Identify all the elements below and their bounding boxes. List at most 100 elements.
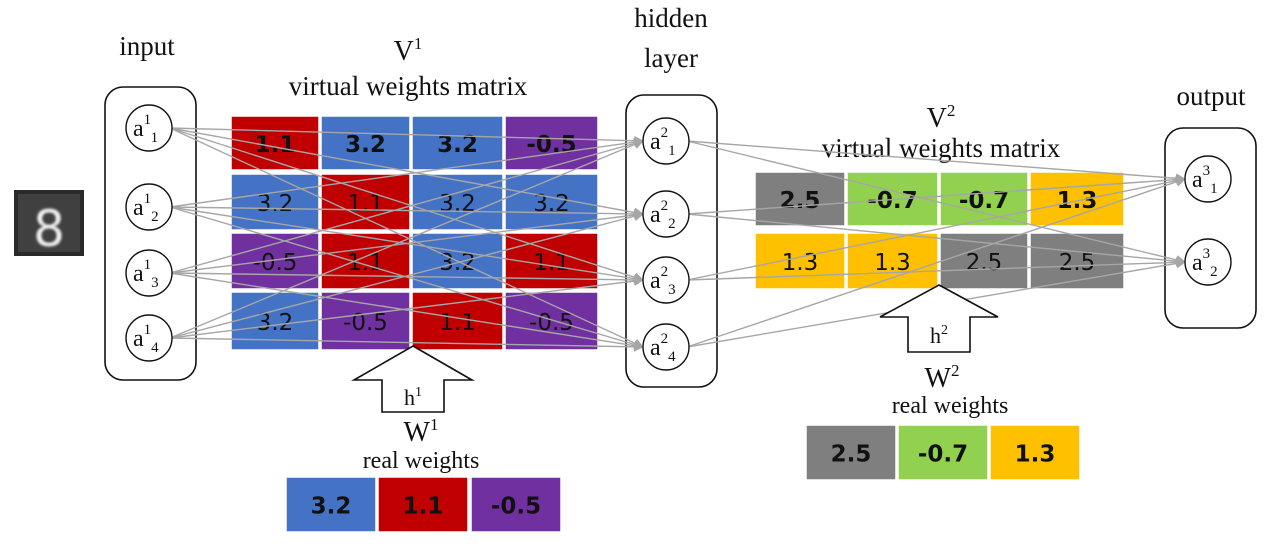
v1-cell-value: 1.1 <box>533 250 570 276</box>
w1-title: W1 <box>404 415 439 448</box>
hidden-layer-box <box>625 94 718 388</box>
w2-cell-3 <box>989 424 1081 481</box>
connection-l1-1-1 <box>169 127 644 146</box>
v2-cell-value: 2.5 <box>1059 250 1096 276</box>
w2-cell-value: -0.7 <box>918 442 968 468</box>
svg-text:a24: a24 <box>650 331 676 365</box>
v1-cell-value: 1.1 <box>439 310 476 336</box>
w2-cell-value: 1.3 <box>1015 442 1056 468</box>
v1-cell-value: 3.2 <box>345 132 386 158</box>
connection-l1-3-4 <box>169 272 644 351</box>
connection-l2-3-2 <box>686 257 1186 281</box>
v2-cell-1-4 <box>1029 171 1125 227</box>
connection-l1-4-4 <box>169 337 644 352</box>
input-digit-image: 8 <box>14 190 84 258</box>
v1-cell-2-4 <box>504 173 599 231</box>
svg-text:a23: a23 <box>650 264 676 298</box>
svg-text:8: 8 <box>33 200 65 258</box>
v2-cell-2-2 <box>846 232 939 290</box>
connection-l2-4-1 <box>686 177 1186 348</box>
v2-cell-2-4 <box>1029 232 1125 290</box>
hidden-node-1: a21 <box>642 117 690 165</box>
hidden-label-line1: hidden <box>634 3 708 33</box>
w2-real-weights: 2.5 -0.7 1.3 <box>805 424 1081 481</box>
hidden-node-3: a23 <box>642 256 690 304</box>
connection-l1-3-1 <box>169 138 644 274</box>
svg-text:h2: h2 <box>930 323 948 348</box>
w1-cell-3 <box>470 476 562 533</box>
connection-l1-1-3 <box>169 127 644 282</box>
v2-cell-1-3 <box>939 171 1029 227</box>
v1-cell-value: 3.2 <box>257 191 294 217</box>
connection-l1-4-1 <box>169 139 644 339</box>
connection-l2-2-2 <box>686 213 1186 267</box>
svg-text:h1: h1 <box>404 385 422 410</box>
v1-cell-3-1 <box>230 232 320 290</box>
v1-cell-value: -0.5 <box>529 310 574 336</box>
v1-cell-1-1 <box>230 115 320 171</box>
connection-l2-1-1 <box>686 140 1186 184</box>
connection-l1-3-2 <box>169 210 644 274</box>
w1-cell-value: 3.2 <box>311 494 352 520</box>
v1-subtitle: virtual weights matrix <box>289 71 528 101</box>
v1-title: V1 <box>394 34 423 67</box>
v2-cell-2-1 <box>754 232 846 290</box>
w1-cell-2 <box>377 476 469 533</box>
connection-l1-1-4 <box>169 127 644 348</box>
w2-title: W2 <box>925 361 960 394</box>
connection-l1-1-2 <box>169 127 644 218</box>
connections <box>169 127 1186 352</box>
input-label: input <box>119 31 175 61</box>
w2-cell-2 <box>897 424 989 481</box>
v2-cell-value: 2.5 <box>966 250 1003 276</box>
w1-cell-1 <box>285 476 377 533</box>
w2-cell-value: 2.5 <box>831 442 872 468</box>
input-layer-box <box>104 86 197 381</box>
v1-cell-1-4 <box>504 115 599 171</box>
connection-l1-4-3 <box>169 276 644 339</box>
output-label: output <box>1176 81 1246 111</box>
input-node-2: a12 <box>125 183 173 231</box>
connection-l2-2-1 <box>686 174 1186 215</box>
hidden-node-2: a22 <box>642 190 690 238</box>
connection-l2-1-2 <box>686 140 1186 265</box>
connection-l1-2-1 <box>169 137 644 208</box>
w1-subtitle: real weights <box>363 448 480 474</box>
svg-text:a13: a13 <box>133 257 159 291</box>
w2-cell-1 <box>805 424 897 481</box>
hidden-label-line2: layer <box>644 43 698 73</box>
v2-cell-value: 2.5 <box>780 188 821 214</box>
svg-text:a31: a31 <box>1192 163 1218 197</box>
svg-text:a11: a11 <box>133 112 158 146</box>
connection-l1-4-2 <box>169 211 644 339</box>
svg-text:a22: a22 <box>650 198 676 232</box>
hidden-node-4: a24 <box>642 323 690 371</box>
w2-subtitle: real weights <box>892 393 1009 419</box>
h2-arrow: h2 <box>879 284 999 353</box>
connection-l2-3-1 <box>686 175 1186 281</box>
w1-real-weights: 3.2 1.1 -0.5 <box>285 476 562 533</box>
nodes: a11 a12 a13 a14 a21 a22 a23 a24 a31 a32 <box>125 104 1232 371</box>
input-node-3: a13 <box>125 249 173 297</box>
v1-cell-4-4 <box>504 291 599 351</box>
v2-cell-1-1 <box>754 171 846 227</box>
v1-cell-1-3 <box>411 115 504 171</box>
svg-text:a12: a12 <box>133 191 159 225</box>
svg-text:a21: a21 <box>650 125 676 159</box>
connection-l1-2-2 <box>169 206 644 219</box>
v1-cell-4-2 <box>320 291 411 351</box>
v1-cell-value: -0.5 <box>253 250 298 276</box>
v2-title: V2 <box>927 101 956 134</box>
v1-cell-2-1 <box>230 173 320 231</box>
svg-text:a32: a32 <box>1192 246 1218 280</box>
svg-text:a14: a14 <box>133 322 159 356</box>
v2-subtitle: virtual weights matrix <box>822 133 1061 163</box>
v1-cell-1-2 <box>320 115 411 171</box>
h1-arrow: h1 <box>351 345 475 413</box>
input-node-4: a14 <box>125 314 173 362</box>
output-node-2: a32 <box>1184 238 1232 286</box>
w1-cell-value: -0.5 <box>491 494 541 520</box>
w1-cell-value: 1.1 <box>403 494 444 520</box>
input-node-1: a11 <box>125 104 173 152</box>
output-node-1: a31 <box>1184 155 1232 203</box>
